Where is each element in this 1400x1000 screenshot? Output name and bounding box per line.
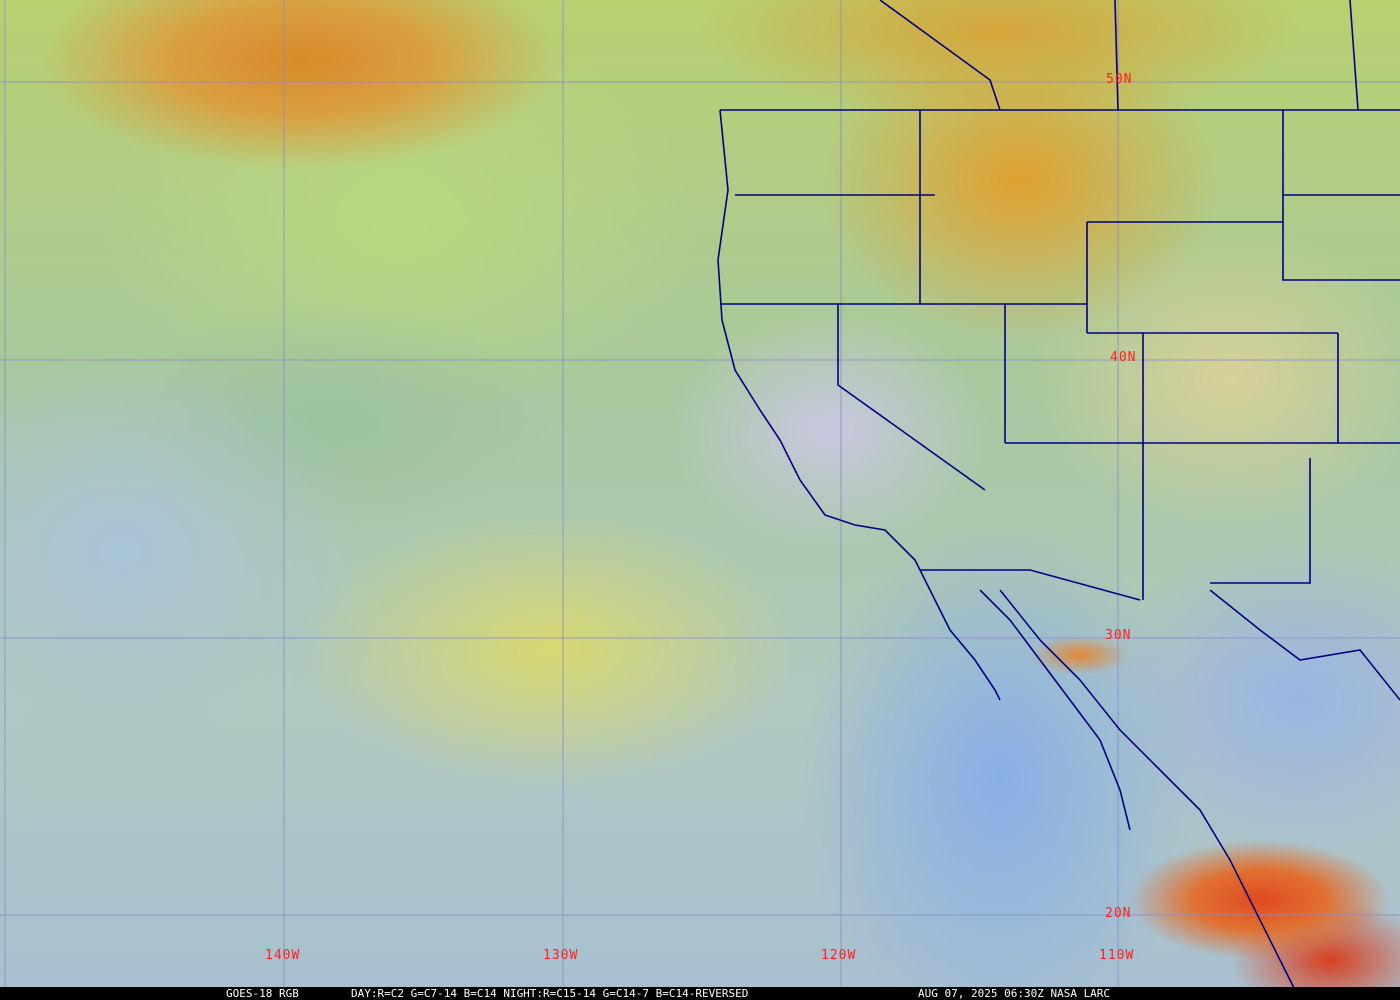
caption-bar: GOES-18 RGB DAY:R=C2 G=C7-14 B=C14 NIGHT…: [0, 987, 1400, 1000]
lat-label-30n: 30N: [1105, 628, 1132, 643]
rgb-recipe: DAY:R=C2 G=C7-14 B=C14 NIGHT:R=C15-14 G=…: [351, 987, 749, 1000]
coastlines-borders: [717, 0, 1400, 1000]
timestamp: AUG 07, 2025 06:30Z NASA LARC: [918, 987, 1111, 1000]
lon-label-130w: 130W: [543, 948, 579, 963]
lat-label-20n: 20N: [1105, 906, 1132, 921]
lon-label-120w: 120W: [821, 948, 857, 963]
lon-label-140w: 140W: [265, 948, 301, 963]
lat-label-50n: 50N: [1106, 72, 1133, 87]
lon-label-110w: 110W: [1099, 948, 1135, 963]
lat-label-40n: 40N: [1110, 350, 1137, 365]
satellite-name: GOES-18 RGB: [226, 987, 299, 1000]
